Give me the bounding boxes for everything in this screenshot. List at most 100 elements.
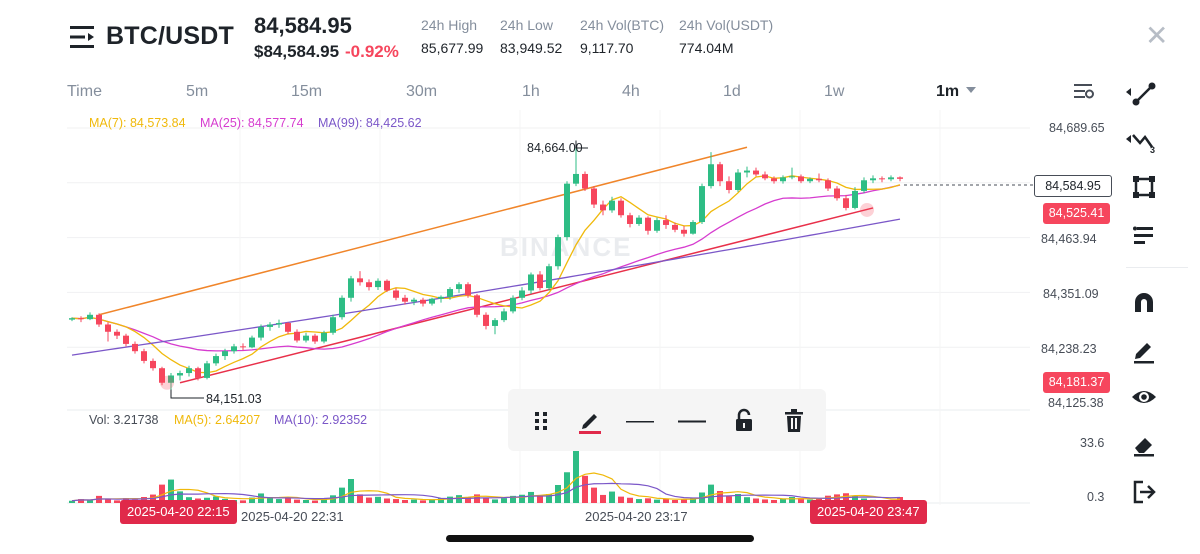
- volume-bar: [600, 494, 606, 503]
- candle-body: [456, 284, 462, 290]
- candle-body: [735, 172, 741, 190]
- volume-bar: [285, 498, 291, 503]
- volume-bar: [438, 498, 444, 503]
- candle-body: [366, 282, 372, 288]
- current-price-tag: 84,584.95: [1034, 175, 1112, 197]
- volume-bar: [159, 484, 165, 503]
- candle-body: [258, 326, 264, 338]
- candle-body: [519, 290, 525, 298]
- candle-body: [78, 318, 84, 320]
- candle-body: [717, 164, 723, 182]
- tab-1m[interactable]: 1m: [936, 83, 960, 100]
- magnet-icon[interactable]: [1130, 288, 1158, 316]
- candle-body: [681, 229, 687, 234]
- volume-bar: [321, 498, 327, 503]
- low-annotation: 84,151.03: [206, 392, 262, 406]
- trend-line-icon[interactable]: [1130, 80, 1158, 108]
- unlock-icon[interactable]: [729, 406, 759, 436]
- volume-bar: [393, 499, 399, 503]
- candle-body: [69, 318, 75, 320]
- volume-bar: [303, 500, 309, 503]
- candle-body: [690, 222, 696, 234]
- volume-bar: [114, 500, 120, 503]
- ma25-legend: MA(25): 84,577.74: [200, 116, 304, 130]
- tab-15m[interactable]: 15m: [291, 83, 323, 100]
- volume-bar: [762, 499, 768, 503]
- candle-body: [870, 178, 876, 181]
- tab-1w[interactable]: 1w: [824, 83, 845, 100]
- volume-bar: [483, 497, 489, 503]
- tab-1h[interactable]: 1h: [522, 83, 540, 100]
- volume-bar: [852, 495, 858, 503]
- time-axis-label: 2025-04-20 22:31: [241, 509, 344, 524]
- candle-body: [249, 337, 255, 348]
- volume-bar: [744, 497, 750, 503]
- tab-4h[interactable]: 4h: [622, 83, 640, 100]
- pencil-icon[interactable]: [1130, 336, 1158, 364]
- ma7-legend: MA(7): 84,573.84: [89, 116, 186, 130]
- chevron-down-icon[interactable]: [966, 87, 976, 93]
- menu-icon[interactable]: [70, 25, 96, 49]
- text-tool-icon[interactable]: [1130, 222, 1158, 250]
- stat-label: 24h Low: [500, 17, 553, 33]
- volume-bar: [780, 499, 786, 503]
- candle-body: [771, 178, 777, 182]
- tab-time[interactable]: Time: [67, 83, 102, 100]
- rectangle-tool-icon[interactable]: [1130, 173, 1158, 201]
- candle-body: [636, 217, 642, 224]
- close-icon[interactable]: ✕: [1145, 20, 1169, 51]
- eye-icon[interactable]: [1130, 383, 1158, 411]
- candle-body: [357, 278, 363, 283]
- candle-body: [888, 177, 894, 180]
- candle-body: [123, 335, 129, 344]
- candle-body: [708, 164, 714, 187]
- candle-body: [177, 373, 183, 376]
- candle-body: [654, 220, 660, 231]
- candle-body: [546, 266, 552, 289]
- trash-icon[interactable]: [779, 406, 809, 436]
- volume-bar: [348, 479, 354, 503]
- candle-body: [438, 296, 444, 299]
- volume-bar: [339, 487, 345, 503]
- candle-body: [168, 375, 174, 383]
- volume-bar: [276, 499, 282, 503]
- candle-body: [492, 320, 498, 326]
- volume-bar: [213, 496, 219, 503]
- pair-title[interactable]: BTC/USDT: [106, 22, 234, 50]
- tab-30m[interactable]: 30m: [406, 83, 438, 100]
- volume-bar: [249, 497, 255, 503]
- low-touch-marker: [160, 375, 174, 390]
- expand-left-icon[interactable]: [1126, 88, 1131, 96]
- line-style-icon[interactable]: [677, 406, 707, 436]
- indicator-settings-icon[interactable]: [1073, 82, 1095, 100]
- drag-handle-icon[interactable]: [526, 406, 556, 436]
- tab-1d[interactable]: 1d: [723, 83, 741, 100]
- volume-bar: [663, 498, 669, 503]
- tab-5m[interactable]: 5m: [186, 83, 209, 100]
- candle-body: [879, 178, 885, 180]
- volume-bar: [105, 498, 111, 503]
- eraser-icon[interactable]: [1130, 430, 1158, 458]
- volume-bar: [609, 491, 615, 503]
- stat-24h-low: 24h Low 83,949.52: [500, 17, 562, 56]
- exit-icon[interactable]: [1130, 478, 1158, 506]
- home-indicator: [446, 535, 754, 542]
- candle-body: [780, 177, 786, 182]
- volume-bar: [726, 496, 732, 503]
- pen-color-icon[interactable]: [575, 406, 605, 436]
- volume-bar: [834, 494, 840, 503]
- volume-bar: [294, 499, 300, 503]
- candle-body: [150, 360, 156, 369]
- line-width-icon[interactable]: [625, 406, 655, 436]
- volume-bar: [618, 496, 624, 503]
- stat-label: 24h Vol(USDT): [679, 17, 774, 33]
- candle-body: [591, 188, 597, 205]
- volume-bar: [78, 499, 84, 503]
- candle-body: [393, 290, 399, 298]
- expand-left-icon[interactable]: [1126, 135, 1131, 143]
- fib-tool-icon[interactable]: 3: [1130, 127, 1158, 155]
- candle-body: [609, 200, 615, 211]
- candle-body: [105, 324, 111, 332]
- candle-body: [114, 331, 120, 336]
